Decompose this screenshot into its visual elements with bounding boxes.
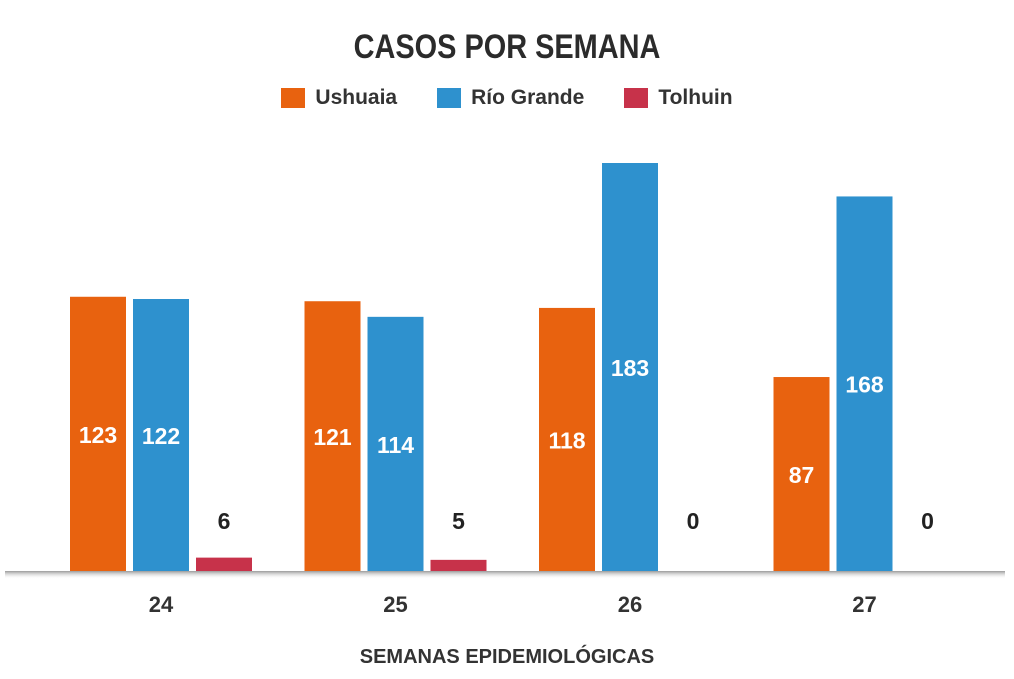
legend-label: Tolhuin (658, 86, 733, 109)
data-label: 114 (377, 432, 414, 458)
x-axis-label: SEMANAS EPIDEMIOLÓGICAS (359, 646, 655, 668)
x-tick-label: 24 (149, 592, 174, 617)
bar-ushuaia (304, 301, 361, 571)
x-tick-label: 26 (618, 592, 642, 617)
data-label: 121 (313, 424, 352, 450)
data-label: 87 (789, 462, 815, 488)
data-label: 123 (79, 422, 117, 448)
data-label: 122 (142, 423, 180, 449)
bar-ushuaia (539, 307, 595, 571)
bar-río-grande (602, 163, 658, 571)
data-label: 5 (452, 508, 465, 534)
legend-swatch (437, 88, 462, 108)
baseline (5, 571, 1005, 579)
x-tick-label: 27 (852, 592, 876, 617)
x-tick-label: 25 (383, 592, 407, 617)
data-label: 118 (548, 427, 585, 453)
data-label: 0 (921, 508, 934, 534)
legend-item-ushuaia: Ushuaia (281, 86, 397, 110)
bar-tolhuin (196, 557, 252, 571)
data-label: 168 (845, 372, 884, 398)
legend-label: Ushuaia (315, 86, 398, 109)
legend-label: Río Grande (471, 86, 585, 109)
legend-swatch (281, 88, 306, 108)
legend: Ushuaia Río Grande Tolhuin (0, 86, 1014, 110)
data-label: 6 (218, 508, 231, 534)
legend-item-tolhuin: Tolhuin (624, 86, 733, 110)
legend-item-rio-grande: Río Grande (437, 86, 584, 110)
bar-río-grande (836, 196, 893, 571)
data-label: 183 (611, 355, 649, 381)
data-label: 0 (687, 508, 700, 534)
bar-ushuaia (70, 296, 126, 571)
legend-swatch (624, 88, 649, 108)
chart-title: CASOS POR SEMANA (353, 28, 661, 66)
bar-río-grande (367, 316, 424, 571)
bar-río-grande (133, 299, 189, 571)
bar-ushuaia (773, 377, 830, 571)
bar-tolhuin (430, 559, 487, 571)
